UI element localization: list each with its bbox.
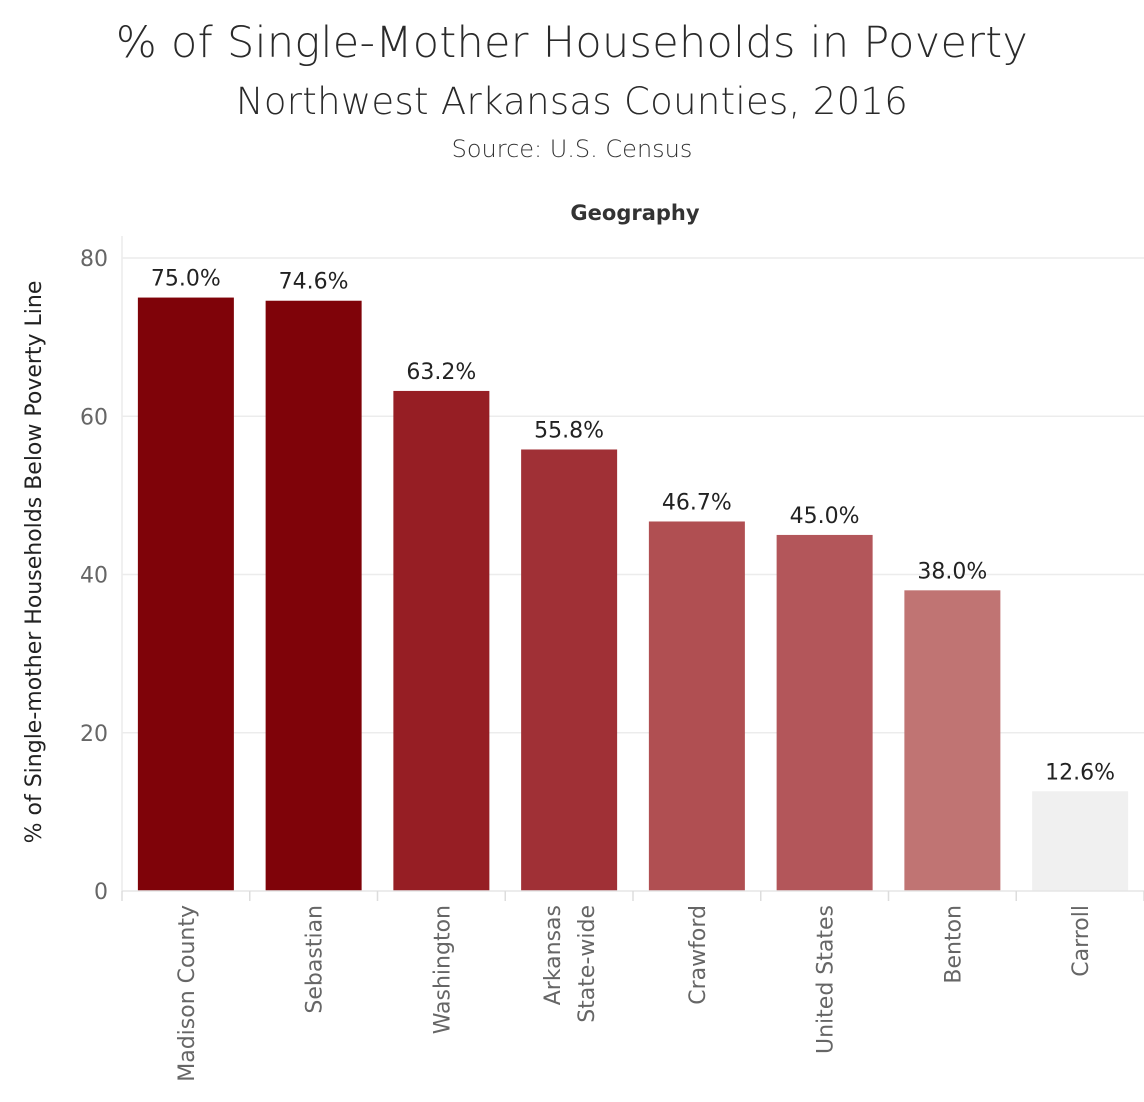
x-category-label: Washington (430, 905, 455, 1034)
bar[interactable] (1032, 791, 1129, 891)
bar[interactable] (904, 590, 1001, 891)
bar[interactable] (265, 300, 362, 891)
bar[interactable] (776, 534, 873, 891)
x-category-label: Sebastian (303, 905, 328, 1014)
y-tick-label: 0 (94, 880, 108, 905)
x-category-label: Madison County (175, 905, 200, 1082)
bar[interactable] (648, 521, 745, 891)
bar[interactable] (521, 449, 618, 891)
y-axis-title: % of Single-mother Households Below Pove… (22, 281, 47, 844)
x-category-label: Benton (941, 905, 966, 984)
x-category-label: Arkansas (541, 905, 566, 1005)
bar-value-label: 12.6% (1045, 760, 1115, 785)
bar-value-label: 38.0% (917, 559, 987, 584)
chart-title: % of Single-Mother Households in Poverty (115, 18, 1029, 68)
bar-value-label: 63.2% (406, 360, 476, 385)
y-tick-label: 40 (80, 564, 108, 589)
value-labels: 75.0% 74.6% 63.2% 55.8% 46.7% 45.0% 38.0% 12.6% (151, 267, 1115, 786)
column-header: Geography (570, 201, 699, 225)
bar-value-label: 55.8% (534, 418, 604, 443)
chart-subtitle: Northwest Arkansas Counties, 2016 (235, 80, 909, 123)
y-tick-label: 80 (80, 247, 108, 272)
bar-value-label: 45.0% (790, 504, 860, 529)
bar-value-label: 46.7% (662, 490, 732, 515)
x-category-label: Carroll (1069, 905, 1094, 977)
x-axis: Madison County Sebastian Washington Arkansa… (121, 890, 1144, 1082)
bar[interactable] (137, 297, 234, 891)
x-category-label: State-wide (575, 905, 600, 1023)
x-category-label: United States (814, 905, 839, 1054)
bars (137, 297, 1129, 891)
bar-value-label: 75.0% (151, 267, 221, 292)
chart-source: Source: U.S. Census (451, 135, 693, 163)
x-category-label: Crawford (686, 905, 711, 1005)
bar-value-label: 74.6% (279, 270, 349, 295)
y-tick-label: 60 (80, 405, 108, 430)
y-tick-label: 20 (80, 722, 108, 747)
bar[interactable] (393, 390, 490, 891)
y-axis: 0 20 40 60 80 (80, 236, 123, 905)
